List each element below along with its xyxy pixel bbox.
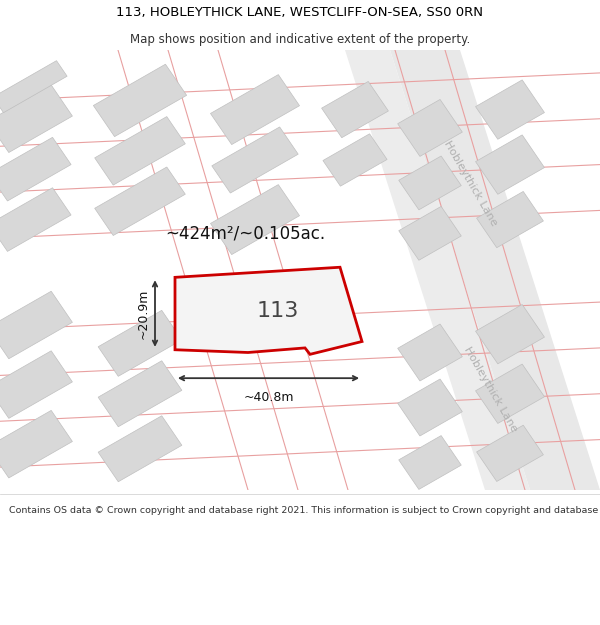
Polygon shape <box>0 61 67 112</box>
Polygon shape <box>476 364 544 423</box>
Polygon shape <box>390 50 600 490</box>
Polygon shape <box>95 167 185 236</box>
Polygon shape <box>476 80 544 139</box>
Polygon shape <box>476 304 544 364</box>
Polygon shape <box>0 411 73 478</box>
Text: 113: 113 <box>257 301 299 321</box>
Polygon shape <box>345 50 530 490</box>
Polygon shape <box>0 85 73 152</box>
Polygon shape <box>98 311 182 376</box>
Polygon shape <box>0 188 71 251</box>
Polygon shape <box>0 138 71 201</box>
Text: Map shows position and indicative extent of the property.: Map shows position and indicative extent… <box>130 32 470 46</box>
Polygon shape <box>211 184 299 254</box>
Text: Hobleythick Lane: Hobleythick Lane <box>461 345 518 434</box>
Text: 113, HOBLEYTHICK LANE, WESTCLIFF-ON-SEA, SS0 0RN: 113, HOBLEYTHICK LANE, WESTCLIFF-ON-SEA,… <box>116 6 484 19</box>
Polygon shape <box>175 268 362 354</box>
Polygon shape <box>95 117 185 185</box>
Text: Contains OS data © Crown copyright and database right 2021. This information is : Contains OS data © Crown copyright and d… <box>9 506 600 515</box>
Polygon shape <box>98 416 182 482</box>
Polygon shape <box>399 156 461 210</box>
Text: ~40.8m: ~40.8m <box>243 391 294 404</box>
Polygon shape <box>94 64 187 137</box>
Polygon shape <box>98 361 182 427</box>
Polygon shape <box>0 291 73 359</box>
Text: ~424m²/~0.105ac.: ~424m²/~0.105ac. <box>165 224 325 243</box>
Polygon shape <box>0 351 73 418</box>
Text: ~20.9m: ~20.9m <box>137 288 150 339</box>
Polygon shape <box>476 425 544 481</box>
Polygon shape <box>398 379 463 436</box>
Polygon shape <box>398 324 463 381</box>
Polygon shape <box>323 134 387 186</box>
Polygon shape <box>211 74 299 144</box>
Polygon shape <box>398 99 463 156</box>
Polygon shape <box>399 436 461 489</box>
Polygon shape <box>476 135 544 194</box>
Text: Hobleythick Lane: Hobleythick Lane <box>442 139 499 228</box>
Polygon shape <box>476 191 544 248</box>
Polygon shape <box>399 206 461 260</box>
Polygon shape <box>212 127 298 193</box>
Polygon shape <box>322 81 388 138</box>
